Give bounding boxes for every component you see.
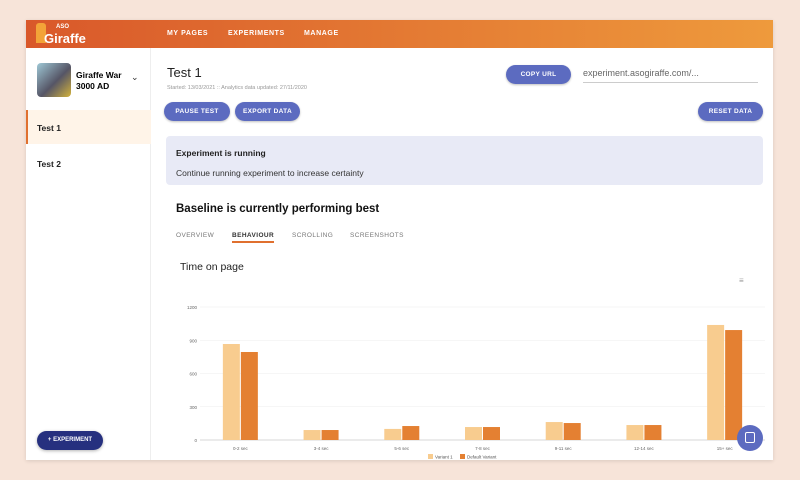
- test-dates: Started: 13/03/2021 :: Analytics data up…: [167, 85, 307, 91]
- url-field[interactable]: experiment.asogiraffe.com/...: [583, 68, 758, 83]
- bar-variant-1: [545, 422, 563, 440]
- x-tick-label: 12-14 sec: [634, 446, 655, 451]
- y-tick-label: 300: [189, 405, 197, 410]
- x-tick-label: 3-4 sec: [314, 446, 330, 451]
- bar-default-variant: [321, 430, 339, 440]
- app-window: ASO Giraffe MY PAGES EXPERIMENTS MANAGE G…: [26, 20, 773, 460]
- tab-scrolling[interactable]: SCROLLING: [292, 232, 334, 239]
- logo-small: ASO: [56, 24, 70, 30]
- status-title: Experiment is running: [176, 148, 266, 158]
- status-banner: Experiment is running Continue running ex…: [166, 136, 763, 185]
- chart-title: Time on page: [180, 261, 244, 273]
- bar-default-variant: [483, 427, 500, 440]
- reset-data-button[interactable]: RESET DATA: [698, 102, 763, 121]
- bar-variant-1: [707, 324, 725, 440]
- pause-test-button[interactable]: PAUSE TEST: [164, 102, 230, 121]
- y-tick-label: 900: [189, 338, 197, 343]
- bar-variant-1: [626, 425, 644, 440]
- x-tick-label: 15+ sec: [717, 446, 734, 451]
- time-on-page-chart: 0 300 600 900 1200 0-2 sec 3-4 sec 5-6 sec 7-8 s…: [187, 305, 765, 460]
- bar-variant-1: [222, 344, 240, 440]
- chevron-down-icon[interactable]: ⌄: [131, 72, 139, 82]
- top-nav: ASO Giraffe MY PAGES EXPERIMENTS MANAGE: [26, 20, 773, 48]
- copy-url-button[interactable]: COPY URL: [506, 65, 571, 84]
- app-thumbnail: [37, 63, 71, 97]
- bar-default-variant: [563, 423, 581, 440]
- bar-default-variant: [240, 351, 258, 440]
- logo-text: Giraffe: [44, 31, 86, 46]
- performance-heading: Baseline is currently performing best: [176, 203, 380, 215]
- export-data-button[interactable]: EXPORT DATA: [235, 102, 300, 121]
- giraffe-icon: [36, 23, 46, 43]
- x-tick-label: 5-6 sec: [394, 446, 410, 451]
- bar-variant-1: [465, 427, 482, 440]
- y-tick-label: 0: [194, 438, 197, 443]
- sidebar: Giraffe War 3000 AD ⌄ Test 1 Test 2: [26, 48, 151, 460]
- tab-screenshots[interactable]: SCREENSHOTS: [350, 232, 404, 239]
- y-tick-label: 600: [189, 372, 197, 377]
- status-text: Continue running experiment to increase …: [176, 168, 364, 178]
- bar-default-variant: [644, 425, 662, 440]
- nav-experiments[interactable]: EXPERIMENTS: [228, 30, 285, 37]
- page-title: Test 1: [167, 65, 202, 80]
- hamburger-menu-icon[interactable]: ≡: [739, 276, 744, 285]
- plus-icon: +: [47, 437, 54, 443]
- nav-manage[interactable]: MANAGE: [304, 30, 339, 37]
- main-content: Test 1 Started: 13/03/2021 :: Analytics …: [164, 48, 773, 460]
- legend-label: Default Variant: [467, 455, 497, 460]
- x-tick-label: 0-2 sec: [233, 446, 249, 451]
- add-experiment-label: EXPERIMENT: [53, 437, 93, 443]
- y-tick-label: 1200: [187, 305, 198, 310]
- legend-swatch: [428, 454, 433, 459]
- sidebar-item-test-1[interactable]: Test 1: [26, 110, 151, 144]
- app-name[interactable]: Giraffe War 3000 AD: [76, 70, 122, 91]
- chat-icon: [745, 432, 755, 443]
- nav-my-pages[interactable]: MY PAGES: [167, 30, 209, 37]
- add-experiment-button[interactable]: + EXPERIMENT: [37, 431, 103, 450]
- x-tick-label: 9-11 sec: [555, 446, 573, 451]
- bar-variant-1: [384, 428, 402, 440]
- sidebar-item-test-2[interactable]: Test 2: [37, 159, 61, 169]
- tab-overview[interactable]: OVERVIEW: [176, 232, 215, 239]
- legend-label: Variant 1: [435, 455, 453, 460]
- chat-button[interactable]: [737, 425, 763, 451]
- legend-swatch: [460, 454, 465, 459]
- bar-default-variant: [402, 426, 420, 440]
- bar-default-variant: [725, 330, 743, 440]
- tab-behaviour[interactable]: BEHAVIOUR: [232, 232, 275, 243]
- x-tick-label: 7-8 sec: [475, 446, 491, 451]
- bar-variant-1: [303, 430, 321, 440]
